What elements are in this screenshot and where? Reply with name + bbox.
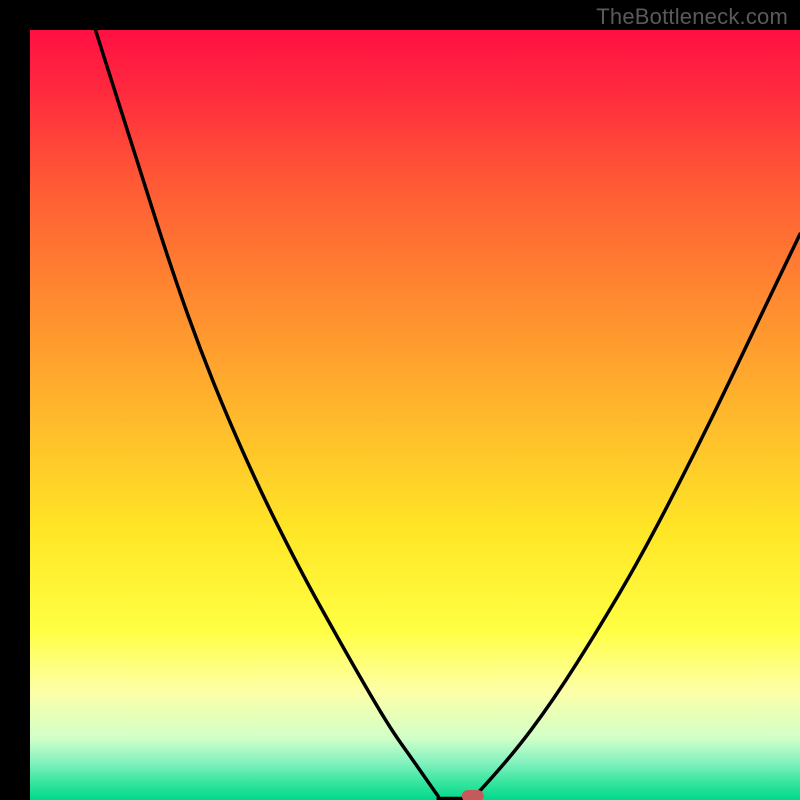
- watermark-label: TheBottleneck.com: [596, 4, 788, 30]
- bottleneck-chart: TheBottleneck.com: [0, 0, 800, 800]
- chart-svg: [0, 0, 800, 800]
- plot-background: [30, 30, 800, 800]
- optimum-marker: [462, 790, 484, 800]
